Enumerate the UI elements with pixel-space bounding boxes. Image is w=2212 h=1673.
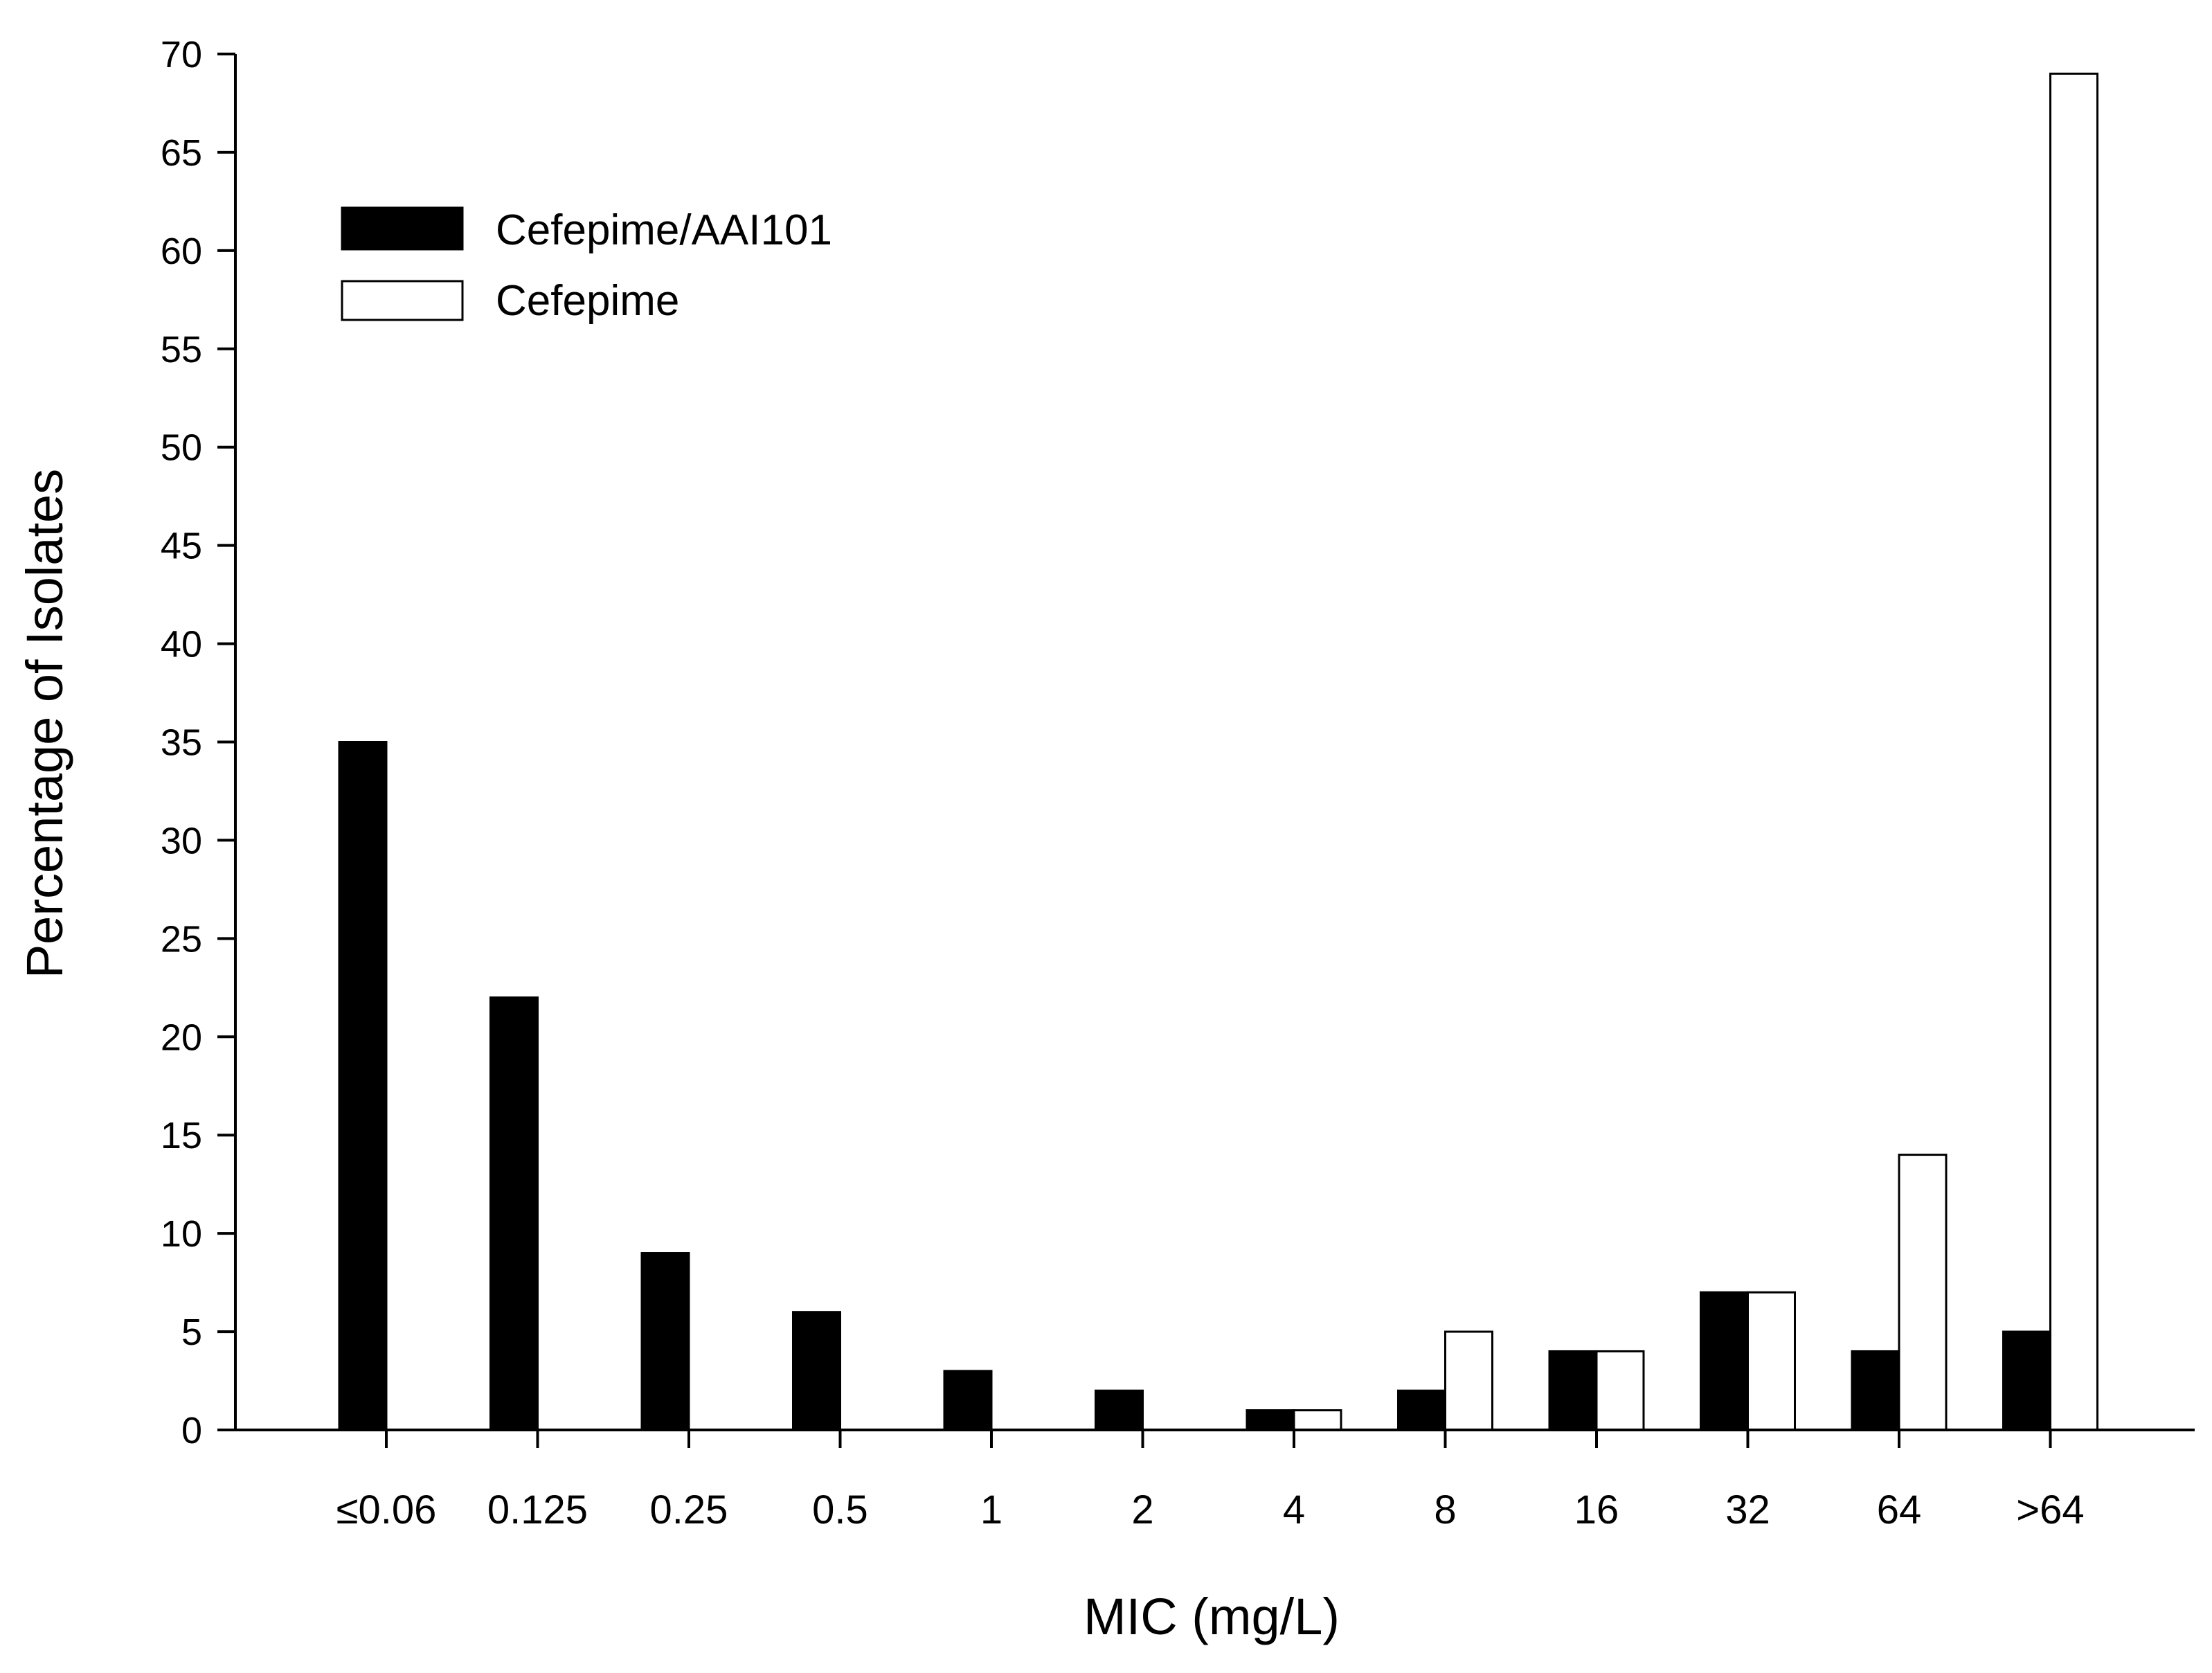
axes-layer	[217, 53, 2195, 1448]
legend-swatch-cefepime-aai101	[341, 206, 464, 251]
y-tick-label: 50	[161, 427, 202, 469]
y-tick-label: 45	[161, 526, 202, 567]
bar-cefepime-6	[1293, 1409, 1342, 1431]
x-tick-labels: ≤0.06 0.125 0.25 0.5 1 2 4 8 16 32 64 >64	[336, 1487, 2085, 1532]
y-tick-label: 25	[161, 918, 202, 960]
x-tick-label: 64	[1877, 1487, 1922, 1532]
x-axis-title: MIC (mg/L)	[1083, 1588, 1340, 1645]
bar-cefepime-aai101-5	[1095, 1389, 1144, 1431]
x-tick-label: 8	[1434, 1487, 1456, 1532]
bar-cefepime-aai101-1	[489, 996, 539, 1431]
y-tick-label: 55	[161, 329, 202, 370]
x-tick-label: 4	[1283, 1487, 1305, 1532]
y-tick-label: 60	[161, 231, 202, 272]
x-tick-label: 16	[1574, 1487, 1619, 1532]
bar-cefepime-aai101-4	[943, 1370, 993, 1431]
y-tick-label: 20	[161, 1017, 202, 1058]
bar-cefepime-aai101-0	[338, 741, 388, 1431]
bar-cefepime-8	[1595, 1350, 1645, 1431]
bar-cefepime-aai101-11	[2002, 1330, 2051, 1431]
bar-cefepime-9	[1747, 1291, 1796, 1431]
bar-cefepime-aai101-6	[1246, 1409, 1295, 1431]
legend-swatch-cefepime	[341, 280, 464, 321]
x-tick-label: >64	[2016, 1487, 2084, 1532]
y-tick-label: 35	[161, 722, 202, 764]
legend-label-cefepime-aai101: Cefepime/AAI101	[496, 206, 832, 254]
bar-cefepime-aai101-8	[1548, 1350, 1598, 1431]
y-tick-label: 40	[161, 624, 202, 665]
x-tick-label: 2	[1131, 1487, 1153, 1532]
bar-cefepime-aai101-9	[1700, 1291, 1749, 1431]
bar-cefepime-aai101-2	[640, 1252, 690, 1431]
x-tick-label: 1	[980, 1487, 1002, 1532]
x-tick-label: 0.125	[487, 1487, 588, 1532]
y-tick-label: 30	[161, 820, 202, 861]
bar-cefepime-10	[1898, 1154, 1948, 1431]
y-tick-label: 5	[181, 1312, 202, 1353]
x-tick-label: 32	[1725, 1487, 1770, 1532]
y-tick-label: 65	[161, 132, 202, 174]
bar-cefepime-aai101-10	[1851, 1350, 1900, 1431]
y-tick-labels: 0 5 10 15 20 25 30 35 40 45 50 55 60 65 70	[161, 34, 202, 1451]
x-tick-label: 0.25	[650, 1487, 728, 1532]
y-axis-title: Percentage of Isolates	[16, 469, 73, 978]
legend: Cefepime/AAI101 Cefepime	[341, 206, 832, 325]
y-tick-label: 0	[181, 1410, 202, 1451]
y-tick-label: 10	[161, 1213, 202, 1255]
x-tick-label: 0.5	[812, 1487, 868, 1532]
bar-cefepime-7	[1444, 1330, 1493, 1431]
legend-label-cefepime: Cefepime	[496, 277, 679, 325]
bars-layer	[338, 72, 2098, 1431]
bar-cefepime-aai101-3	[792, 1311, 841, 1431]
bar-cefepime-11	[2049, 72, 2098, 1431]
bar-cefepime-aai101-7	[1397, 1389, 1446, 1431]
x-tick-label: ≤0.06	[336, 1487, 437, 1532]
y-tick-label: 15	[161, 1115, 202, 1156]
y-tick-label: 70	[161, 34, 202, 75]
